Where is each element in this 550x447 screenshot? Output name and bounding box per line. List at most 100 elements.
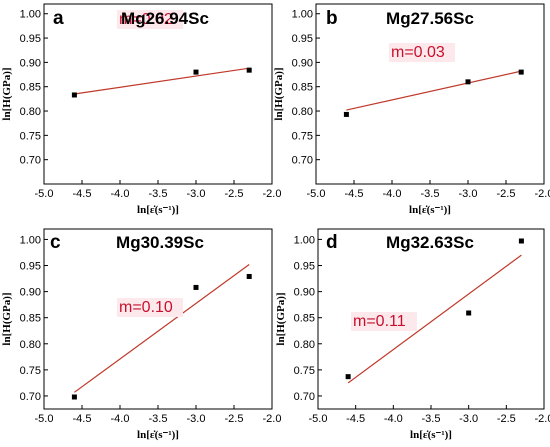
panel-b-data-point: [518, 69, 524, 75]
panel-d-xtick-label: -5.0: [309, 413, 328, 425]
panel-b-ytick-label: 0.75: [292, 130, 313, 142]
panel-b-ytick-label: 0.80: [292, 106, 313, 118]
panel-a-xtick-label: -2.5: [225, 188, 244, 200]
panel-a-xtick-label: -4.0: [111, 188, 130, 200]
panel-c-ytick-label: 0.80: [20, 339, 41, 351]
panel-c-title: Mg30.39Sc: [116, 233, 204, 252]
panel-a-letter: a: [53, 8, 64, 29]
panel-b-ytick-label: 1.00: [292, 9, 313, 21]
panel-a-xlabel: ln[ε̇(s⁻¹)]: [137, 204, 179, 216]
panel-a-fit-line: [74, 67, 250, 95]
panel-b-ylabel: ln[H(GPa)]: [273, 67, 285, 120]
panel-c: -5.0 -4.5 -4.0 -3.5 -3.0 -2.5 -2.0 0.70 0.75 0.80…: [1, 228, 282, 441]
panel-a-ytick-label: 0.85: [20, 82, 41, 94]
panel-d-ytick-label: 0.90: [294, 287, 315, 299]
panel-c-annotation-highlight: [117, 298, 183, 317]
panel-c-ylabel: ln[H(GPa)]: [1, 292, 13, 345]
panel-c-xtick-label: -2.0: [263, 413, 282, 425]
panel-b-annotation-highlight: [389, 43, 455, 62]
panel-a-annotation-highlight: [117, 10, 183, 29]
panel-b-ytick-label: 0.90: [292, 57, 313, 69]
panel-d-xtick-label: -4.0: [384, 413, 403, 425]
panel-b-ytick-label: 0.95: [292, 33, 313, 45]
panel-d-xtick-label: -2.5: [497, 413, 516, 425]
panel-b-data-point: [465, 79, 471, 85]
panel-a-data-point: [71, 92, 77, 98]
panel-a-ytick-label: 0.70: [20, 155, 41, 167]
panel-a-xtick-label: -5.0: [35, 188, 54, 200]
panel-b-xtick-label: -4.0: [383, 188, 402, 200]
panel-a-ytick-label: 0.95: [20, 33, 41, 45]
panel-a-title: Mg26.94Sc: [121, 9, 209, 28]
panel-d-ytick-label: 0.75: [294, 365, 315, 377]
panel-c-data-point: [193, 284, 199, 290]
panel-d-ytick-label: 0.80: [294, 339, 315, 351]
panel-a-data-point: [193, 69, 199, 75]
panel-a-slope-annotation: m=0.02: [119, 11, 173, 28]
panel-a-ylabel: ln[H(GPa)]: [1, 67, 13, 120]
panel-c-ytick-label: 0.75: [20, 365, 41, 377]
panel-b-xtick-label: -4.5: [345, 188, 364, 200]
panel-c-xtick-label: -4.0: [111, 413, 130, 425]
panel-c-xtick-label: -3.5: [149, 413, 168, 425]
panel-a-ytick-label: 1.00: [20, 9, 41, 21]
panel-c-xtick-label: -5.0: [35, 413, 54, 425]
panel-d-fit-line: [347, 254, 522, 384]
panel-b-xtick-label: -3.0: [459, 188, 478, 200]
panel-c-xtick-label: -2.5: [225, 413, 244, 425]
panel-b-title: Mg27.56Sc: [386, 9, 474, 28]
panel-c-ytick-label: 0.70: [20, 391, 41, 403]
panel-c-ytick-label: 0.85: [20, 313, 41, 325]
panel-b-frame: [315, 3, 545, 185]
panel-d-data-point: [345, 374, 351, 380]
panel-a-ytick-label: 0.75: [20, 130, 41, 142]
panel-d: -5.0 -4.5 -4.0 -3.5 -3.0 -2.5 -2.0 0.70 0.75 0.80…: [275, 228, 550, 441]
panel-c-ytick-label: 0.95: [20, 261, 41, 273]
panel-a-xtick-label: -3.5: [149, 188, 168, 200]
panel-d-xtick-label: -3.5: [422, 413, 441, 425]
panel-c-fit-line: [74, 263, 250, 393]
panel-d-ytick-label: 0.70: [294, 391, 315, 403]
panel-b-xtick-label: -3.5: [421, 188, 440, 200]
panel-c-xlabel: ln[ε̇(s⁻¹)]: [137, 429, 179, 441]
panel-b-ytick-label: 0.70: [292, 155, 313, 167]
panel-d-xtick-label: -2.0: [535, 413, 550, 425]
panel-c-frame: [43, 228, 273, 410]
panel-c-xtick-label: -4.5: [73, 413, 92, 425]
panel-c-ytick-label: 1.00: [20, 234, 41, 246]
panel-b-xtick-label: -5.0: [307, 188, 326, 200]
panel-b-xtick-label: -2.0: [535, 188, 550, 200]
panel-a-xtick-label: -3.0: [187, 188, 206, 200]
panel-c-data-point: [71, 394, 77, 400]
panel-b-fit-line: [346, 70, 522, 111]
panel-d-xtick-label: -4.5: [346, 413, 365, 425]
panel-b-ytick-label: 0.85: [292, 82, 313, 94]
panel-c-ytick-label: 0.90: [20, 287, 41, 299]
panel-b: -5.0 -4.5 -4.0 -3.5 -3.0 -2.5 -2.0 0.70 0.75 0.80…: [273, 3, 550, 216]
panel-d-data-point: [518, 238, 524, 244]
panel-b-xlabel: ln[ε̇(s⁻¹)]: [409, 204, 451, 216]
panel-d-ytick-label: 1.00: [294, 234, 315, 246]
panel-d-data-point: [466, 310, 472, 316]
panel-a-frame: [43, 3, 273, 185]
panel-a-ytick-label: 0.80: [20, 106, 41, 118]
panel-a-xtick-label: -4.5: [73, 188, 92, 200]
panel-b-xtick-label: -2.5: [497, 188, 516, 200]
panel-a-ytick-label: 0.90: [20, 57, 41, 69]
panel-c-slope-annotation: m=0.10: [119, 299, 173, 316]
panel-d-title: Mg32.63Sc: [386, 233, 474, 252]
panel-d-xlabel: ln[ε̇(s⁻¹)]: [410, 429, 452, 441]
panel-d-ytick-label: 0.95: [294, 261, 315, 273]
panel-b-data-point: [343, 111, 349, 117]
panel-c-letter: c: [50, 232, 61, 253]
panel-b-slope-annotation: m=0.03: [391, 44, 445, 61]
panel-a-xtick-label: -2.0: [263, 188, 282, 200]
panel-a: -5.0 -4.5 -4.0 -3.5 -3.0 -2.5 -2.0 0.70 0.75 0.80…: [1, 3, 282, 216]
panel-d-ylabel: ln[H(GPa)]: [275, 292, 287, 345]
panel-d-annotation-highlight: [351, 312, 417, 331]
panel-d-letter: d: [326, 232, 338, 253]
panel-d-xtick-label: -3.0: [459, 413, 478, 425]
panel-d-ytick-label: 0.85: [294, 313, 315, 325]
panel-c-data-point: [246, 273, 252, 279]
panel-b-letter: b: [326, 8, 338, 29]
